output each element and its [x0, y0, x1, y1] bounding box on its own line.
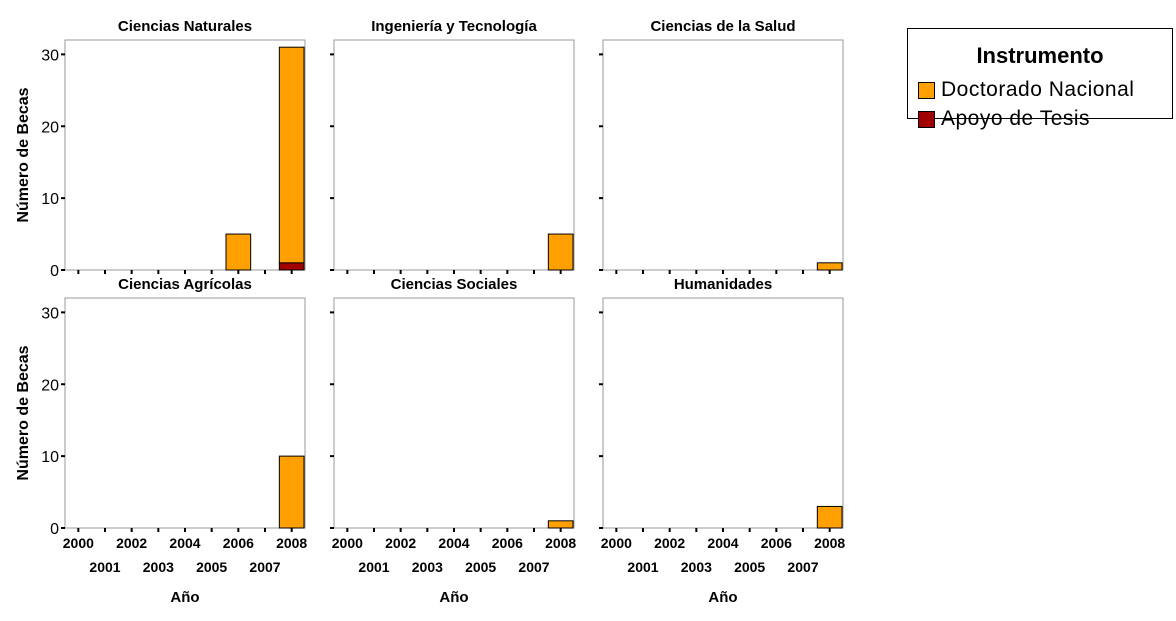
- x-tick-label: 2006: [223, 535, 254, 551]
- y-tick-label: 30: [41, 305, 59, 322]
- x-tick-label: 2001: [358, 559, 389, 575]
- panel-frame: [333, 39, 575, 271]
- x-axis-title: Año: [708, 589, 737, 606]
- y-tick-label: 0: [50, 521, 59, 538]
- x-axis-title: Año: [170, 589, 199, 606]
- y-axis-title: Número de Becas: [15, 87, 32, 222]
- x-tick-label: 2007: [518, 559, 549, 575]
- bar: [278, 262, 305, 271]
- x-tick-label: 2002: [385, 535, 416, 551]
- bar: [816, 505, 843, 529]
- x-axis-title: Año: [439, 589, 468, 606]
- legend-swatch-apoyo-de-tesis: [918, 110, 935, 128]
- x-tick-label: 2004: [438, 535, 469, 551]
- y-tick-label: 10: [41, 449, 59, 466]
- x-tick-label: 2001: [89, 559, 120, 575]
- chart-legend: Instrumento Doctorado Nacional Apoyo de …: [907, 28, 1173, 130]
- y-tick-label: 30: [41, 47, 59, 64]
- legend-title: Instrumento: [976, 43, 1104, 68]
- x-tick-label: 2003: [412, 559, 443, 575]
- x-tick-label: 2008: [814, 535, 845, 551]
- x-tick-label: 2008: [276, 535, 307, 551]
- x-tick-label: 2002: [654, 535, 685, 551]
- y-tick-label: 20: [41, 119, 59, 136]
- legend-entry-doctorado-nacional: Doctorado Nacional: [918, 78, 1134, 102]
- bar: [816, 262, 843, 271]
- x-tick-label: 2005: [196, 559, 227, 575]
- panel-title: Humanidades: [674, 276, 772, 293]
- y-axis-title: Número de Becas: [15, 345, 32, 480]
- bar: [225, 233, 252, 271]
- legend-swatch-doctorado-nacional: [918, 81, 935, 99]
- x-tick-label: 2001: [627, 559, 658, 575]
- panel-title: Ciencias Agrícolas: [118, 276, 252, 293]
- x-tick-label: 2005: [465, 559, 496, 575]
- bar: [547, 233, 574, 271]
- x-tick-label: 2005: [734, 559, 765, 575]
- x-tick-label: 2004: [707, 535, 738, 551]
- y-tick-label: 10: [41, 191, 59, 208]
- panel-title: Ingeniería y Tecnología: [371, 18, 537, 35]
- panel-frame: [64, 297, 306, 529]
- x-tick-label: 2000: [63, 535, 94, 551]
- panel-frame: [602, 39, 844, 271]
- panel-title: Ciencias de la Salud: [650, 18, 795, 35]
- bar: [547, 520, 574, 529]
- y-tick-label: 20: [41, 377, 59, 394]
- panel-frame: [333, 297, 575, 529]
- bar: [278, 46, 305, 264]
- x-tick-label: 2007: [787, 559, 818, 575]
- x-tick-label: 2003: [681, 559, 712, 575]
- x-tick-label: 2006: [761, 535, 792, 551]
- x-tick-label: 2008: [545, 535, 576, 551]
- x-tick-label: 2006: [492, 535, 523, 551]
- x-tick-label: 2000: [601, 535, 632, 551]
- panel-frame: [64, 39, 306, 271]
- y-tick-label: 0: [50, 263, 59, 280]
- bar: [278, 455, 305, 529]
- panel-title: Ciencias Naturales: [118, 18, 252, 35]
- x-tick-label: 2007: [249, 559, 280, 575]
- panel-frame: [602, 297, 844, 529]
- x-tick-label: 2004: [169, 535, 200, 551]
- x-tick-label: 2003: [143, 559, 174, 575]
- x-tick-label: 2002: [116, 535, 147, 551]
- legend-label-apoyo-de-tesis: Apoyo de Tesis: [941, 107, 1091, 130]
- legend-label-doctorado-nacional: Doctorado Nacional: [941, 78, 1135, 101]
- x-tick-label: 2000: [332, 535, 363, 551]
- legend-entry-apoyo-de-tesis: Apoyo de Tesis: [918, 107, 1090, 131]
- panel-title: Ciencias Sociales: [391, 276, 518, 293]
